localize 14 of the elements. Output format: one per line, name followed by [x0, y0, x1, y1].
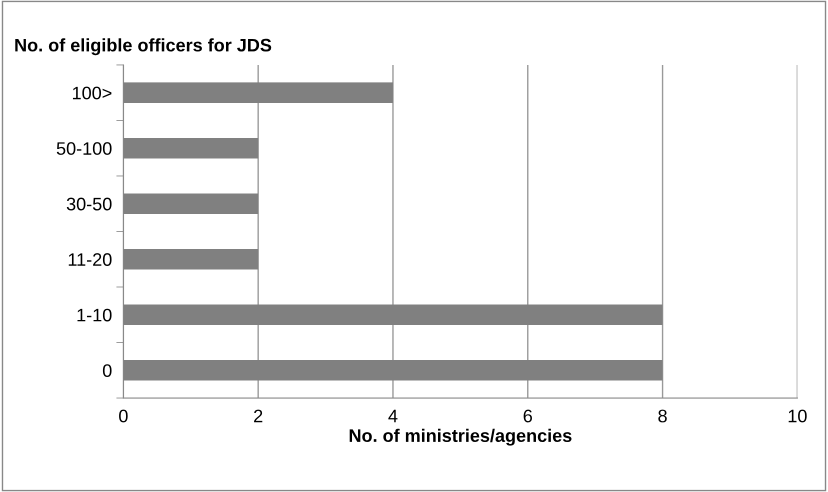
x-tick-label: 4	[388, 410, 398, 422]
x-axis-title: No. of ministries/agencies	[350, 428, 572, 446]
x-tick-label: 0	[119, 410, 128, 422]
y-tick-label: 11-20	[68, 253, 112, 266]
x-tick-label: 2	[254, 410, 262, 422]
y-tick-label: 30-50	[66, 198, 112, 210]
y-tick-label: 100>	[72, 86, 112, 100]
x-tick-label: 6	[524, 410, 532, 422]
y-tick-label: 0	[102, 364, 112, 377]
x-tick-label: 10	[788, 410, 807, 422]
x-tick-label: 8	[658, 410, 667, 422]
chart-title: No. of eligible officers for JDS	[15, 38, 272, 56]
y-tick-label: 1-10	[78, 308, 112, 322]
y-tick-label: 50-100	[56, 142, 112, 155]
